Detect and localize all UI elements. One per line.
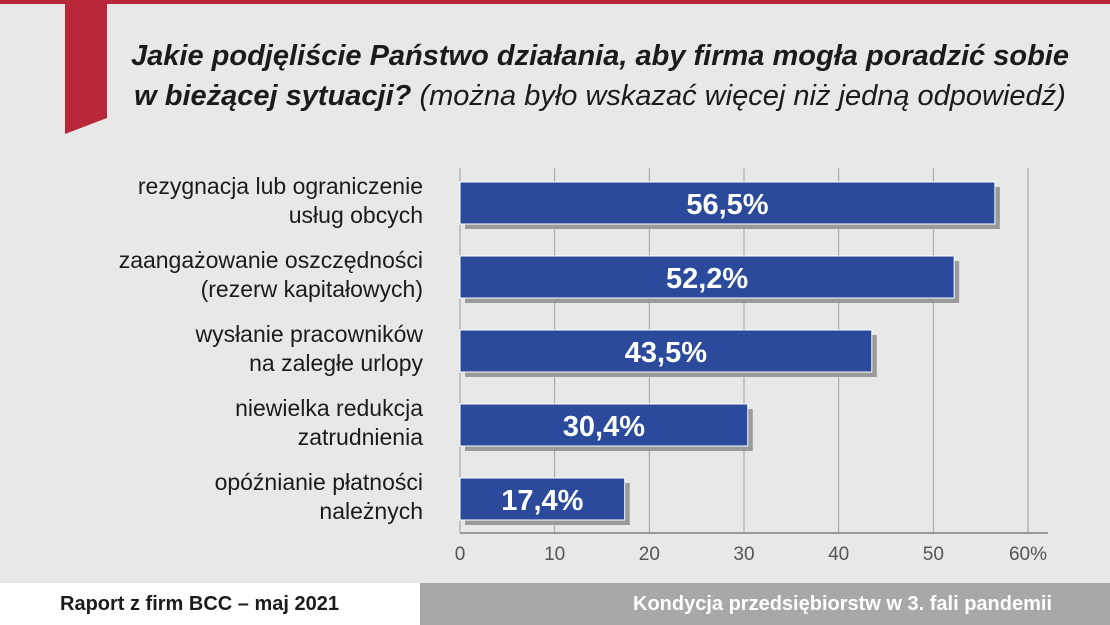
- x-tick-label: 40: [828, 544, 849, 565]
- category-label: na zaległe urlopy: [249, 350, 423, 376]
- category-label: zatrudnienia: [298, 424, 424, 450]
- footer-left-box: Raport z firm BCC – maj 2021: [0, 583, 420, 625]
- bar: [459, 181, 996, 225]
- category-label: wysłanie pracowników: [194, 321, 423, 347]
- category-label: opóźnianie płatności: [215, 469, 423, 495]
- bar-value-label: 56,5%: [686, 189, 768, 221]
- x-tick-label: 0: [455, 544, 466, 565]
- footer-report-name: Raport z firm BCC – maj 2021: [60, 593, 339, 615]
- chart-title-note: (można było wskazać więcej niż jedną odp…: [419, 80, 1066, 112]
- x-tick-label: 30: [733, 544, 754, 565]
- chart-title: Jakie podjęliście Państwo działania, aby…: [120, 36, 1080, 116]
- category-label: należnych: [319, 498, 423, 524]
- bar: [459, 403, 749, 447]
- bar-value-label: 17,4%: [501, 485, 583, 517]
- bar: [459, 477, 626, 521]
- footer-report-subtitle: Kondycja przedsiębiorstw w 3. fali pande…: [633, 593, 1052, 615]
- category-label: rezygnacja lub ograniczenie: [138, 173, 423, 199]
- x-tick-label: 50: [923, 544, 944, 565]
- bar: [459, 255, 955, 299]
- x-tick-label: 60%: [1009, 544, 1047, 565]
- bar-value-label: 43,5%: [625, 337, 707, 369]
- bar: [459, 329, 873, 373]
- category-label: usług obcych: [289, 202, 423, 228]
- x-tick-label: 10: [544, 544, 565, 565]
- chart-title-main: Jakie podjęliście Państwo działania, aby…: [131, 40, 1069, 112]
- category-label: niewielka redukcja: [235, 395, 423, 421]
- category-label: (rezerw kapitałowych): [201, 276, 423, 302]
- footer: Raport z firm BCC – maj 2021 Kondycja pr…: [0, 583, 1110, 625]
- x-tick-label: 20: [639, 544, 660, 565]
- category-label: zaangażowanie oszczędności: [119, 247, 423, 273]
- bar-value-label: 52,2%: [666, 263, 748, 295]
- top-accent-line: [0, 0, 1110, 4]
- bar-chart: 0 10 20 30 40 50 60% 56,5% rezygnacja lub ograni…: [119, 168, 1048, 565]
- bar-value-label: 30,4%: [563, 411, 645, 443]
